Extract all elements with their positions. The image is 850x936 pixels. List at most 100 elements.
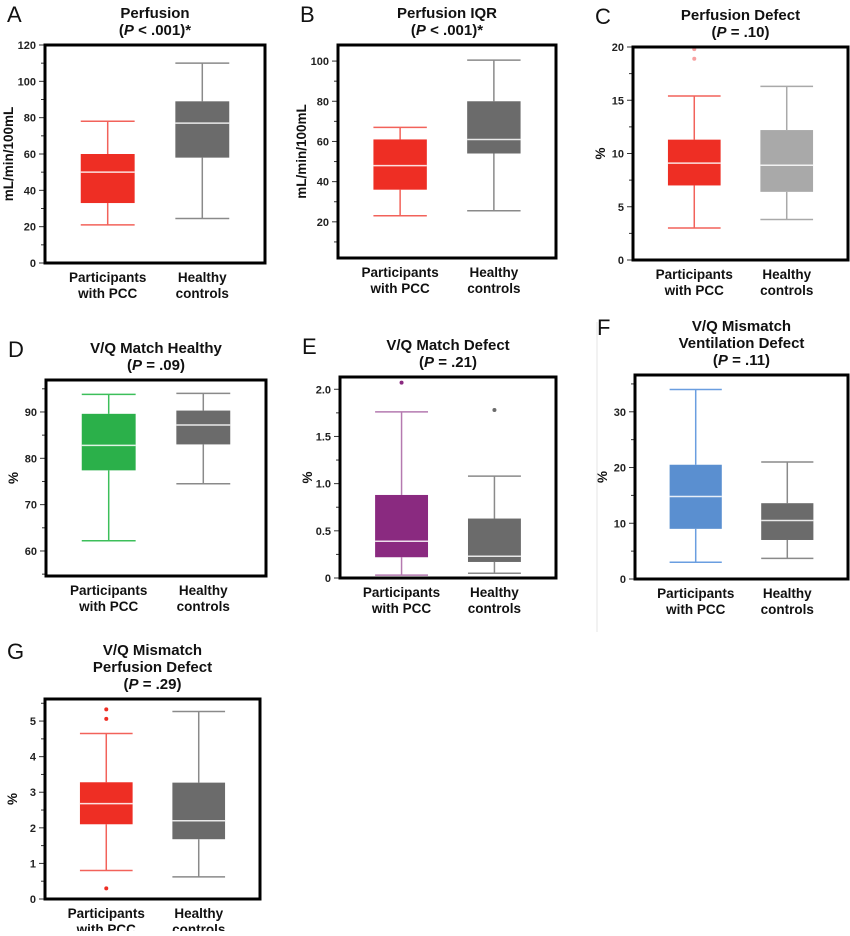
y-tick-label: 40 (24, 185, 36, 197)
y-tick-label: 10 (614, 518, 626, 530)
outlier-point (492, 408, 497, 413)
y-tick-label: 40 (317, 177, 329, 189)
iqr-box (176, 410, 231, 445)
x-category-label: controls (177, 599, 230, 614)
iqr-box (467, 101, 521, 154)
y-tick-label: 5 (30, 716, 36, 728)
y-tick-label: 30 (614, 407, 626, 419)
iqr-box (760, 130, 814, 192)
p-value-text: ( (713, 352, 718, 369)
panel-e: E V/Q Match Defect(P = .21) 0 0.5 1.0 1.5 2.0%… (300, 334, 558, 616)
p-value-label: (P = .09) (127, 357, 185, 374)
x-category-label: controls (467, 281, 520, 296)
outlier-point (104, 886, 109, 891)
p-value-text: < .001)* (426, 22, 483, 39)
panel-title: Ventilation Defect (679, 335, 805, 352)
y-tick-label: 15 (612, 95, 624, 107)
y-tick-label: 80 (317, 96, 329, 108)
y-tick-label: 60 (24, 149, 36, 161)
p-value-text: = .21) (434, 354, 477, 371)
y-tick-label: 5 (618, 202, 624, 214)
p-value-label: (P < .001)* (119, 22, 191, 39)
p-value-text: = .29) (139, 676, 182, 693)
y-tick-label: 90 (25, 407, 37, 419)
x-category-label: with PCC (665, 602, 725, 617)
panel-title: Perfusion (120, 5, 189, 22)
x-category-label: Healthy (174, 906, 223, 921)
y-tick-label: 1.5 (316, 431, 331, 443)
x-category-label: with PCC (76, 922, 136, 931)
p-value-label: (P < .001)* (411, 22, 483, 39)
x-category-label: with PCC (77, 286, 137, 301)
panel-title: V/Q Mismatch (103, 642, 202, 659)
iqr-box (80, 154, 135, 204)
panel-title: Perfusion Defect (681, 7, 800, 24)
outlier-point (104, 716, 109, 721)
y-tick-label: 0 (30, 258, 36, 270)
panel-letter: C (595, 4, 611, 29)
y-tick-label: 60 (25, 546, 37, 558)
y-axis-label: % (5, 793, 20, 805)
x-category-label: Participants (657, 586, 734, 601)
y-tick-label: 4 (30, 752, 37, 764)
x-category-label: Healthy (470, 585, 519, 600)
y-tick-label: 70 (25, 500, 37, 512)
x-category-label: Healthy (762, 267, 811, 282)
panel-c: C Perfusion Defect(P = .10) 0 5 10 15 20% Parti… (593, 4, 850, 298)
y-axis-label: mL/min/100mL (1, 107, 16, 202)
p-value-text: = .10) (727, 24, 770, 41)
p-symbol: P (424, 354, 435, 371)
y-tick-label: 20 (612, 42, 624, 54)
p-value-text: = .11) (728, 352, 770, 369)
x-category-label: with PCC (370, 281, 430, 296)
y-tick-label: 0 (618, 255, 624, 267)
p-symbol: P (718, 352, 729, 369)
x-category-label: controls (760, 283, 813, 298)
panel-letter: G (7, 639, 24, 664)
panel-letter: B (300, 2, 315, 27)
plot-frame (336, 43, 558, 260)
y-tick-label: 1 (30, 858, 36, 870)
p-value-text: = .09) (142, 357, 185, 374)
y-axis-label: % (6, 472, 21, 484)
y-axis-label: % (300, 471, 315, 483)
y-tick-label: 20 (24, 222, 36, 234)
y-tick-label: 2.0 (316, 384, 331, 396)
outlier-point (399, 380, 404, 385)
panel-letter: D (8, 337, 24, 362)
x-category-label: Healthy (179, 583, 228, 598)
panel-title: V/Q Match Defect (386, 337, 509, 354)
y-tick-label: 0 (325, 573, 331, 585)
panel-title: Perfusion Defect (93, 659, 212, 676)
y-axis-label: % (593, 147, 608, 159)
panel-letter: A (7, 2, 22, 27)
panel-b: B Perfusion IQR(P < .001)* 20 40 60 80 100 mL/m… (294, 2, 558, 296)
x-category-label: Healthy (763, 586, 812, 601)
y-axis-label: mL/min/100mL (294, 104, 309, 199)
y-tick-label: 20 (317, 217, 329, 229)
p-value-text: ( (124, 676, 129, 693)
plot-frame (43, 43, 267, 265)
plot-frame (631, 45, 850, 262)
y-tick-label: 0.5 (316, 526, 331, 538)
iqr-box (467, 518, 521, 562)
p-value-label: (P = .11) (713, 352, 770, 369)
panel-a: A Perfusion(P < .001)* 0 20 40 60 80 100 120 mL/m… (1, 2, 267, 301)
p-symbol: P (132, 357, 143, 374)
p-value-text: ( (127, 357, 132, 374)
y-tick-label: 2 (30, 823, 36, 835)
panel-d: D V/Q Match Healthy(P = .09) 60 70 80 90% Part… (6, 337, 268, 614)
p-value-text: < .001)* (134, 22, 191, 39)
y-tick-label: 20 (614, 463, 626, 475)
